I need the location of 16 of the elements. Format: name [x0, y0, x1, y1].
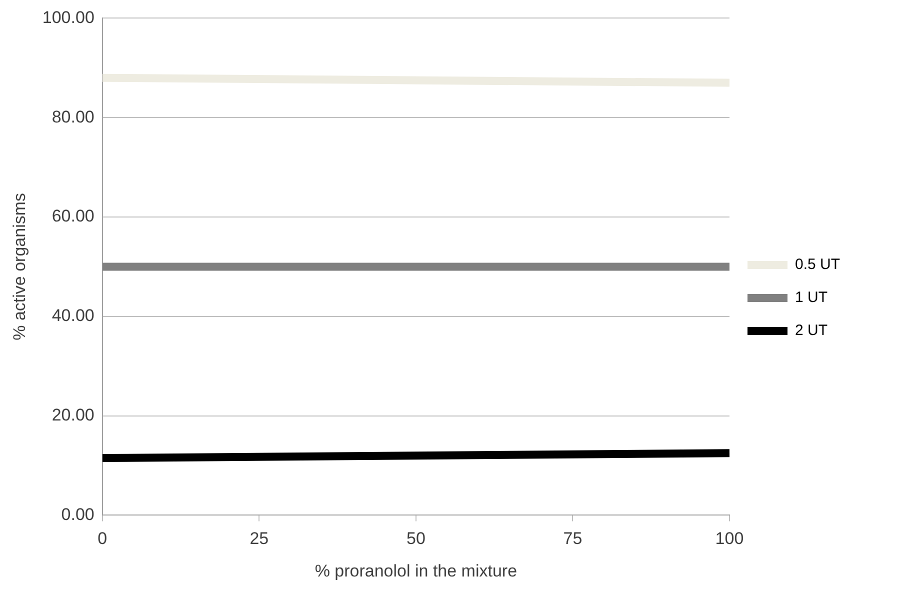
- x-tick-label: 50: [406, 529, 426, 548]
- legend-label: 2 UT: [794, 322, 828, 340]
- legend-label: 0.5 UT: [794, 256, 840, 274]
- y-tick-label: 60.00: [52, 206, 94, 226]
- x-axis-title: % proranolol in the mixture: [314, 561, 518, 580]
- y-tick-label: 80.00: [52, 107, 94, 126]
- x-tick-label: 0: [98, 529, 108, 548]
- y-tick-label: 20.00: [52, 405, 94, 424]
- x-tick-label: 25: [250, 529, 269, 548]
- x-tick-label: 75: [563, 529, 582, 548]
- y-tick-label: 100.00: [42, 8, 94, 27]
- legend-label: 1 UT: [794, 289, 828, 306]
- y-tick-label: 40.00: [52, 306, 94, 326]
- y-tick-label: 0.00: [61, 504, 94, 524]
- x-tick-label: 100: [715, 529, 744, 548]
- y-axis-title: % active organisms: [10, 193, 29, 340]
